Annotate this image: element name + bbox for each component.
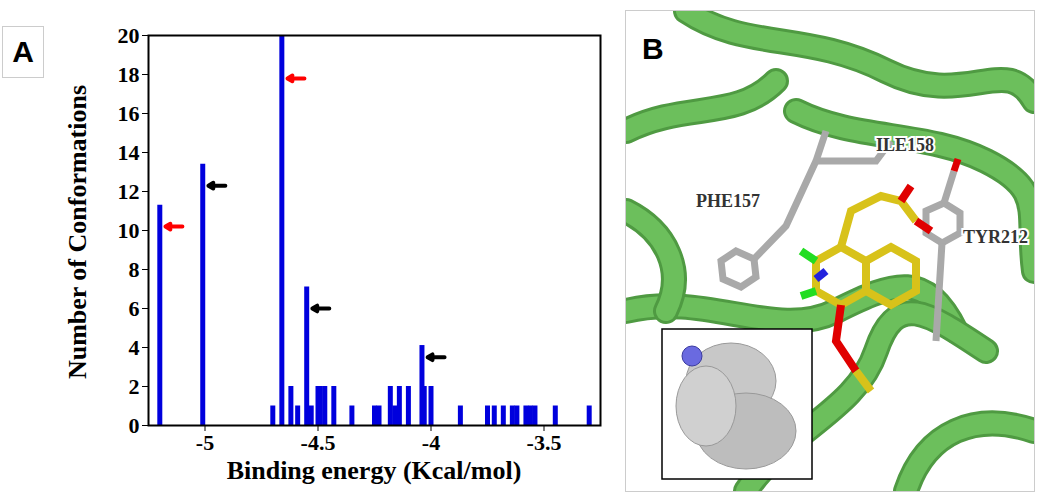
svg-text:ILE158: ILE158	[876, 135, 934, 155]
svg-text:14: 14	[118, 140, 140, 165]
svg-text:TYR212: TYR212	[963, 227, 1028, 247]
svg-text:10: 10	[118, 218, 140, 243]
svg-text:2: 2	[129, 374, 140, 399]
html-text:A: A	[12, 35, 34, 68]
svg-text:-4.5: -4.5	[301, 430, 336, 455]
html-text:Binding energy (Kcal/mol): Binding energy (Kcal/mol)	[226, 456, 522, 485]
svg-text:20: 20	[118, 23, 140, 48]
svg-text:18: 18	[118, 62, 140, 87]
svg-text:16: 16	[118, 101, 140, 126]
svg-text:-5: -5	[196, 430, 214, 455]
svg-text:12: 12	[118, 179, 140, 204]
svg-text:4: 4	[129, 335, 140, 360]
svg-text:B: B	[642, 32, 664, 65]
svg-text:6: 6	[129, 296, 140, 321]
svg-text:8: 8	[129, 257, 140, 282]
svg-text:-3.5: -3.5	[527, 430, 562, 455]
svg-text:PHE157: PHE157	[696, 191, 760, 211]
html-text:Number of Conformations: Number of Conformations	[63, 84, 92, 380]
svg-text:0: 0	[129, 413, 140, 438]
svg-text:-4: -4	[422, 430, 440, 455]
